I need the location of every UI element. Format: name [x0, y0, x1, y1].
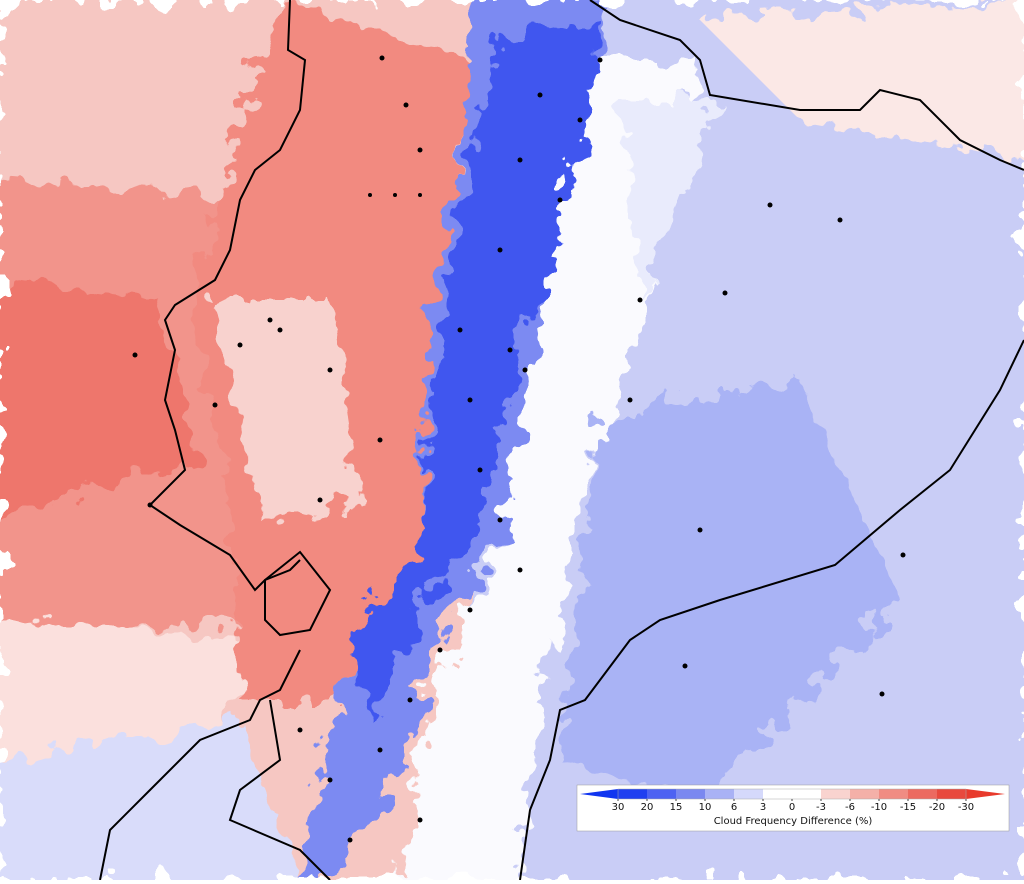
- colorbar-tick-label: -10: [871, 802, 887, 813]
- colorbar-tick-label: 3: [760, 802, 766, 813]
- colorbar-bin: [676, 789, 706, 799]
- colorbar-tick-label: 20: [641, 802, 654, 813]
- colorbar: Cloud Frequency Difference (%) 30 20 15 10 6…: [576, 784, 1010, 832]
- colorbar-tick-label: 15: [670, 802, 683, 813]
- borders: [99, 0, 1024, 881]
- colorbar-bin: [908, 789, 938, 799]
- colorbar-bin: [821, 789, 851, 799]
- colorbar-tick-label: -15: [900, 802, 916, 813]
- colorbar-bin: [647, 789, 677, 799]
- colorbar-tick-label: 30: [612, 802, 625, 813]
- colorbar-bin: [734, 789, 764, 799]
- colorbar-bin: [879, 789, 909, 799]
- colorbar-bin: [618, 789, 648, 799]
- colorbar-bin: [792, 789, 822, 799]
- colorbar-over: [966, 789, 1005, 799]
- colorbar-tick-label: -20: [929, 802, 945, 813]
- colorbar-under: [580, 789, 618, 799]
- colorbar-tick-label: 10: [699, 802, 712, 813]
- stations: [132, 55, 906, 843]
- colorbar-tick-label: 6: [731, 802, 737, 813]
- colorbar-label: Cloud Frequency Difference (%): [714, 816, 873, 827]
- colorbar-tick-label: 0: [789, 802, 795, 813]
- colorbar-bin: [850, 789, 880, 799]
- colorbar-bin: [705, 789, 735, 799]
- colorbar-bin: [937, 789, 967, 799]
- colorbar-bin: [763, 789, 793, 799]
- colorbar-tick-label: -6: [845, 802, 855, 813]
- colorbar-tick-label: -3: [816, 802, 826, 813]
- colorbar-tick-label: -30: [958, 802, 974, 813]
